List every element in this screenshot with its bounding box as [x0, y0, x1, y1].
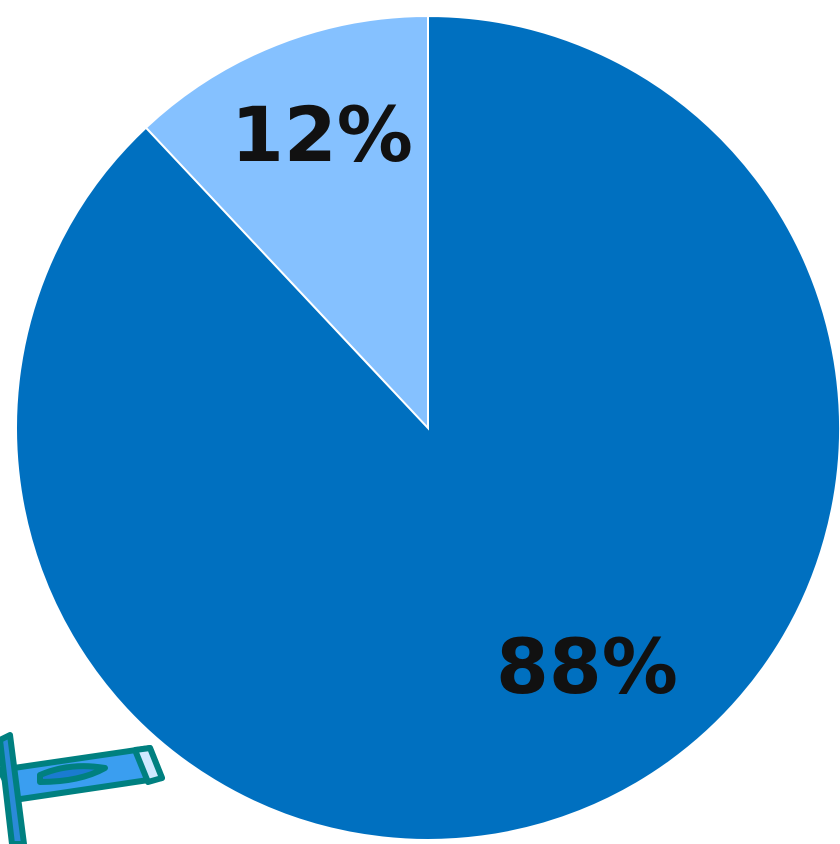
pie-slice: [144, 14, 429, 431]
pencil-clipart: [0, 732, 165, 844]
value-label: 88%: [496, 622, 678, 711]
value-label: 12%: [231, 90, 413, 179]
pie: [15, 14, 840, 841]
labels: 88% 12%: [231, 90, 678, 711]
